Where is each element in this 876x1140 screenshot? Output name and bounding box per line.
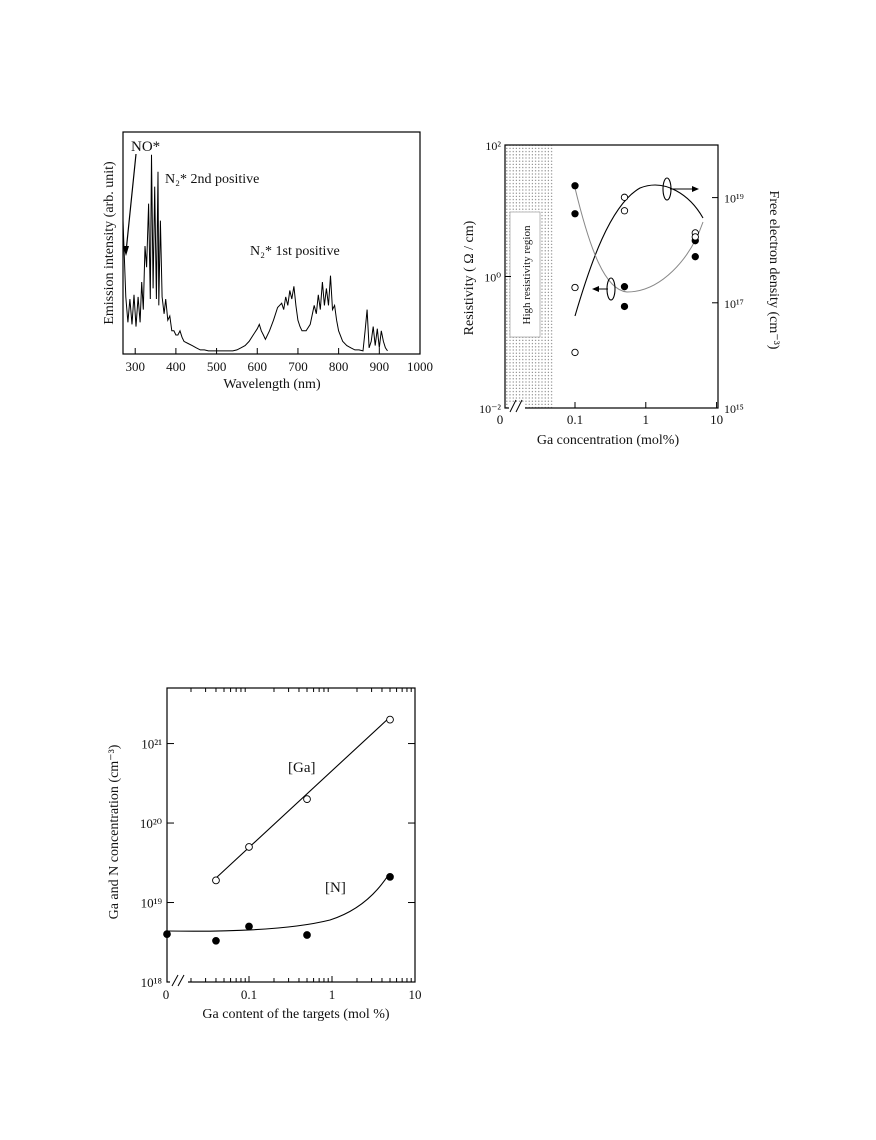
- plot2-y2-tick-label: 10¹⁷: [724, 297, 744, 311]
- plot3-ga-point: [386, 715, 394, 724]
- n-fit-curve: [166, 873, 390, 932]
- ga-fit-line: [215, 717, 390, 879]
- no-label: NO*: [131, 139, 160, 155]
- plot3-n-point: [163, 930, 171, 938]
- plot3-n-point: [245, 922, 253, 931]
- plot3-ga-point: [212, 876, 220, 885]
- plot3-points: [163, 715, 394, 945]
- plot1-x-tick-label: 900: [370, 359, 390, 374]
- plot3-n-point: [386, 873, 394, 881]
- region-label-box: [509, 211, 541, 338]
- plot2-filled-point: [620, 283, 629, 291]
- plot3-ticks: 0 0.1 1 10 10¹⁸ 10¹⁹ 10²⁰ 10²¹: [140, 688, 422, 1002]
- plot2-x-tick-label: 10: [710, 412, 723, 427]
- plot2-points: [571, 182, 699, 357]
- plot2-filled-point: [691, 253, 699, 261]
- plot3-xlabel: Ga content of the targets (mol %): [202, 1007, 389, 1022]
- plot1-ylabel: Emission intensity (arb. unit): [102, 161, 117, 325]
- plot3-x-tick-label: 0.1: [241, 987, 257, 1002]
- plot3-y-tick-label: 10¹⁹: [141, 896, 163, 911]
- plot1-spectrum: [122, 154, 388, 352]
- plot3-x-tick-label: 10: [409, 987, 422, 1002]
- plot3-ylabel: Ga and N concentration (cm⁻³): [107, 744, 122, 919]
- plot1-x-ticks: 300 400 500 600 700 800 900 1000: [125, 348, 433, 374]
- plot2-ticks: 0 0.1 1 10 10⁻² 10⁰ 10² 10¹⁵ 10¹⁷ 10¹⁹: [479, 139, 744, 427]
- plot3-n-point: [303, 931, 311, 939]
- n2-second-label: N₂* 2nd positive: [165, 172, 259, 187]
- plot3-y-tick-label: 10²⁰: [140, 816, 162, 831]
- plot2-y-tick-label: 10⁻²: [479, 402, 501, 416]
- plot3-axis-break: [170, 974, 188, 988]
- density-fit-curve: [574, 184, 704, 317]
- plot2-x-tick-label: 1: [643, 412, 650, 427]
- plot2-axis-indicators: [592, 177, 699, 301]
- plot3-ga-point: [245, 843, 253, 851]
- plot2-x-tick-label: 0: [497, 412, 504, 427]
- plot2-open-point: [571, 283, 579, 292]
- plot3-y-tick-label: 10¹⁸: [141, 975, 163, 990]
- plot2-open-point: [571, 348, 579, 357]
- resistivity-fit-curve: [574, 187, 704, 293]
- plot1-xlabel: Wavelength (nm): [223, 377, 321, 392]
- ga-series-label: [Ga]: [288, 760, 315, 776]
- plot1-x-tick-label: 1000: [407, 359, 433, 374]
- plot3-x-tick-label: 0: [163, 987, 170, 1002]
- no-arrowhead: [123, 246, 129, 256]
- no-arrow: [125, 153, 137, 253]
- plot2-y2label: Free electron density (cm⁻³): [766, 191, 781, 350]
- right-arrow-icon: [692, 186, 699, 192]
- plot3-n-point: [212, 936, 220, 945]
- emission-spectrum-chart: 300 400 500 600 700 800 900 1000 NO* N₂* 2nd po…: [102, 131, 433, 392]
- plot1-annotations: NO* N₂* 2nd positive N₂* 1st positive: [123, 139, 340, 259]
- plot2-y-tick-label: 10²: [485, 139, 501, 153]
- spectrum-line: [122, 154, 388, 352]
- resistivity-chart: High resistivity region 0 0.1 1 10 10⁻² 10⁰ 10…: [462, 139, 781, 448]
- plot3-ga-point: [303, 795, 311, 803]
- plot3-frame: [166, 687, 416, 983]
- plot1-x-tick-label: 600: [248, 359, 268, 374]
- n-series-label: [N]: [325, 880, 346, 896]
- plot2-y2-tick-label: 10¹⁵: [724, 402, 744, 416]
- plot2-x-tick-label: 0.1: [567, 412, 583, 427]
- plot3-x-tick-label: 1: [329, 987, 336, 1002]
- plot1-x-tick-label: 400: [166, 359, 186, 374]
- plot2-filled-point: [620, 302, 629, 311]
- plot1-x-tick-label: 500: [207, 359, 227, 374]
- plot1-x-tick-label: 300: [125, 359, 145, 374]
- plot2-axis-break: [509, 399, 525, 414]
- plot1-frame: [122, 131, 421, 355]
- plot2-filled-point: [571, 182, 579, 190]
- plot2-open-point: [620, 207, 629, 215]
- plot2-y-tick-label: 10⁰: [484, 271, 501, 285]
- plot2-xlabel: Ga concentration (mol%): [537, 433, 680, 448]
- plot1-x-tick-label: 700: [288, 359, 308, 374]
- plot2-ylabel: Resistivity ( Ω / cm): [462, 220, 477, 335]
- plot2-filled-point: [571, 210, 579, 218]
- high-resistivity-label: High resistivity region: [521, 225, 533, 324]
- plot2-open-point: [691, 233, 699, 241]
- left-arrow-icon: [592, 286, 599, 292]
- plot2-y2-tick-label: 10¹⁹: [724, 192, 744, 206]
- plot3-y-tick-label: 10²¹: [141, 737, 162, 752]
- plot2-open-point: [620, 193, 629, 201]
- ga-n-concentration-chart: 0 0.1 1 10 10¹⁸ 10¹⁹ 10²⁰ 10²¹ [Ga] [N] Ga cont…: [107, 687, 422, 1022]
- plot1-x-tick-label: 800: [329, 359, 349, 374]
- n2-first-label: N₂* 1st positive: [250, 244, 340, 259]
